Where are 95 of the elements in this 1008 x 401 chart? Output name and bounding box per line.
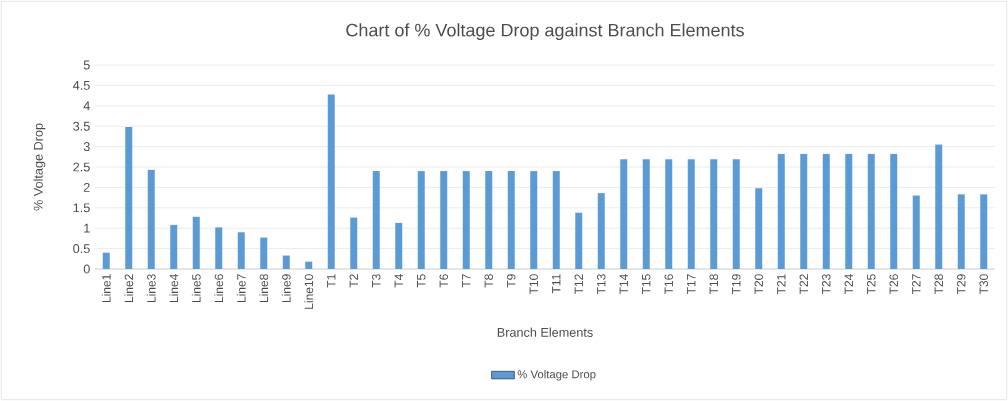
x-tick-label: T23 [822, 274, 831, 295]
x-tick-label: Line2 [124, 274, 134, 303]
y-tick-label: 5 [83, 60, 90, 70]
bar [170, 224, 178, 269]
bar [575, 212, 583, 269]
y-tick-label: 0.5 [73, 244, 90, 254]
x-tick-label: T1 [327, 274, 336, 288]
x-tick-label: T22 [799, 274, 808, 295]
bar [890, 153, 898, 269]
bar [395, 222, 403, 269]
y-axis-title: % Voltage Drop [33, 123, 46, 211]
bar [777, 153, 785, 269]
bar [440, 171, 448, 269]
x-tick-label: T6 [439, 274, 449, 288]
x-tick-label: T3 [372, 274, 381, 288]
bar [507, 171, 515, 269]
bar [867, 153, 875, 269]
x-tick-label: T26 [889, 274, 899, 295]
bar [215, 227, 223, 269]
legend-label: % Voltage Drop [517, 369, 596, 381]
x-tick-label: T9 [507, 274, 516, 288]
x-tick-label: T4 [394, 274, 403, 288]
bar [327, 94, 335, 269]
x-tick-label: T30 [979, 274, 989, 295]
x-tick-label: Line8 [259, 274, 269, 303]
x-tick-label: T2 [349, 274, 358, 288]
x-tick-label: T25 [867, 274, 876, 295]
x-tick-label: Line4 [169, 274, 179, 303]
bar [552, 171, 560, 269]
x-tick-label: Line1 [101, 274, 111, 303]
bar [822, 153, 830, 269]
x-tick-label: T7 [462, 274, 471, 288]
bar [845, 153, 853, 269]
bar [102, 252, 110, 269]
bar [642, 159, 650, 269]
bar [305, 261, 313, 269]
y-tick-label: 3.5 [73, 121, 90, 131]
x-tick-label: T18 [709, 274, 719, 295]
bar [665, 159, 673, 269]
chart-title: Chart of % Voltage Drop against Branch Elements [346, 23, 744, 41]
x-tick-label: T29 [957, 274, 966, 295]
x-axis-title: Branch Elements [497, 327, 593, 337]
y-tick-label: 0 [83, 264, 90, 274]
x-tick-label: T8 [484, 274, 494, 288]
x-tick-label: T16 [664, 274, 674, 295]
x-tick-label: T11 [552, 274, 561, 294]
x-tick-label: T21 [777, 274, 786, 295]
x-tick-label: T5 [417, 274, 426, 288]
bar [125, 127, 133, 269]
x-tick-label: T15 [642, 274, 651, 295]
x-tick-label: T19 [732, 274, 741, 295]
x-tick-label: T13 [597, 274, 606, 295]
bar [710, 159, 718, 269]
bar [912, 195, 920, 269]
bar [687, 159, 695, 269]
y-tick-label: 4.5 [72, 80, 90, 90]
bar [980, 194, 988, 269]
bar [192, 216, 200, 269]
bar [282, 255, 290, 269]
y-tick-label: 4 [83, 101, 90, 111]
x-tick-label: T10 [529, 274, 539, 295]
x-tick-label: T12 [574, 274, 583, 295]
bar [485, 171, 493, 269]
x-tick-label: T17 [687, 274, 696, 295]
bar [417, 171, 425, 269]
x-tick-label: T14 [619, 274, 628, 295]
bar [800, 153, 808, 269]
y-tick-label: 3 [83, 142, 90, 152]
bar [147, 169, 155, 269]
x-tick-label: Line6 [214, 274, 224, 303]
y-tick-label: 1 [84, 223, 90, 233]
bar [530, 171, 538, 269]
x-tick-label: Line7 [236, 274, 246, 303]
x-tick-label: Line3 [146, 274, 156, 303]
y-tick-label: 2.5 [73, 162, 90, 172]
x-tick-label: T24 [844, 274, 853, 295]
bar [237, 232, 245, 269]
bar [372, 171, 380, 269]
x-tick-label: Line10 [304, 274, 314, 309]
bar [732, 159, 740, 269]
bar [957, 194, 965, 269]
x-tick-label: T20 [754, 274, 764, 295]
x-tick-label: Line5 [191, 274, 201, 303]
bar [597, 193, 605, 269]
bar [620, 159, 628, 269]
x-tick-label: T27 [912, 274, 921, 295]
x-tick-label: T28 [934, 274, 944, 295]
y-tick-label: 1.5 [73, 203, 90, 213]
bar [755, 188, 763, 269]
bar [462, 171, 470, 269]
bar [350, 217, 358, 269]
bar [260, 237, 268, 269]
y-tick-label: 2 [83, 182, 90, 192]
bar [935, 144, 943, 269]
x-tick-label: Line9 [281, 274, 291, 303]
